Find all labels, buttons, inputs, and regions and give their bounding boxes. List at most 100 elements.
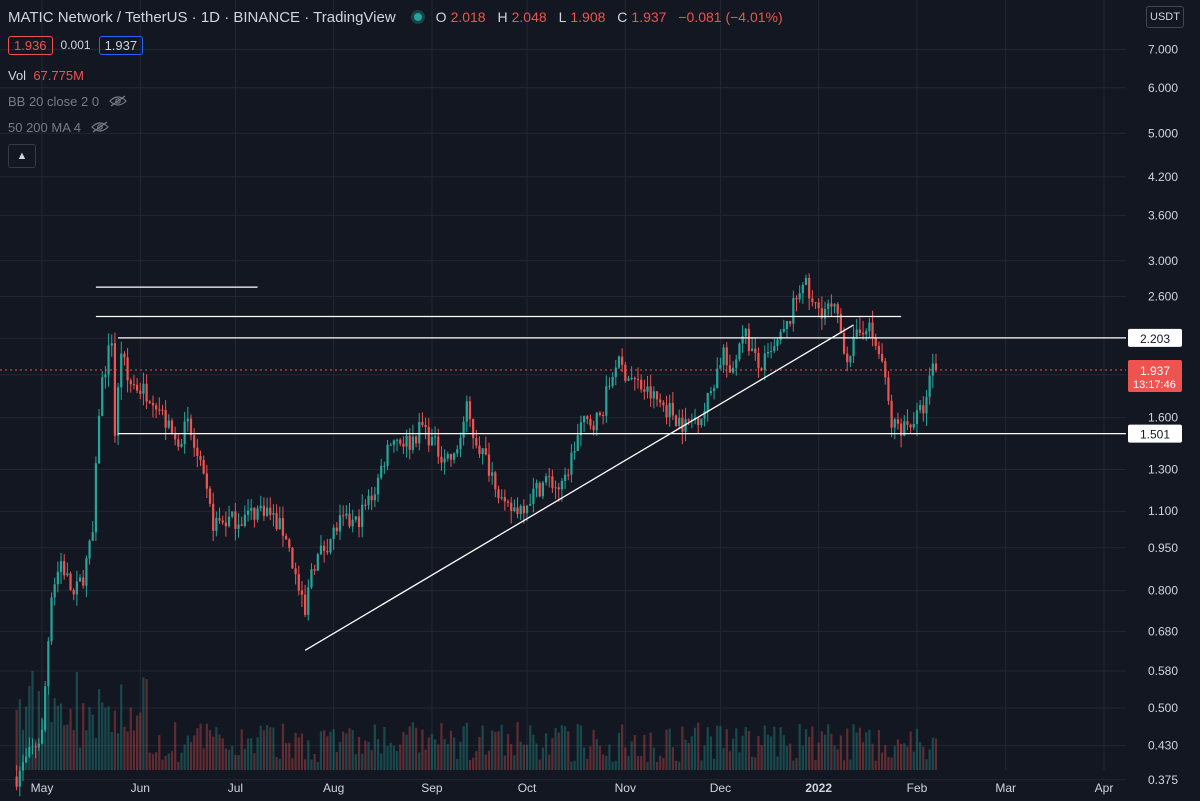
candle-body	[849, 356, 852, 363]
last-price-label: 1.937	[1140, 364, 1170, 378]
volume-legend[interactable]: Vol 67.775M	[8, 67, 84, 83]
volume-bar	[174, 722, 177, 770]
symbol-title[interactable]: MATIC Network / TetherUS · 1D · BINANCE …	[8, 8, 396, 26]
volume-bar	[655, 761, 659, 770]
candle-body	[335, 527, 338, 532]
candle-body	[53, 584, 56, 598]
volume-bar	[560, 725, 564, 770]
buy-price-button[interactable]: 1.937	[98, 35, 144, 55]
volume-bar	[357, 736, 361, 770]
moving-average-legend[interactable]: 50 200 MA 4	[8, 114, 787, 140]
candle-body	[760, 368, 763, 370]
bollinger-bands-legend[interactable]: BB 20 close 2 0	[8, 88, 787, 114]
candle-body	[804, 277, 808, 285]
volume-bar	[716, 725, 719, 770]
hidden-eye-icon[interactable]	[109, 95, 127, 107]
candle-body	[532, 488, 535, 504]
volume-bar	[890, 757, 893, 770]
candle-body	[497, 489, 500, 499]
volume-bar	[516, 722, 519, 770]
candle-body	[443, 458, 446, 463]
candle-body	[491, 472, 494, 476]
volume-bar	[392, 745, 395, 770]
volume-bar	[433, 739, 437, 770]
market-status-icon[interactable]	[413, 13, 422, 21]
volume-bar	[576, 723, 579, 770]
candle-body	[145, 383, 148, 402]
candle-body	[205, 473, 208, 489]
volume-bar	[697, 722, 700, 770]
candle-body	[877, 345, 881, 355]
candle-body	[294, 568, 297, 575]
volume-bar	[693, 727, 697, 770]
candle-body	[871, 322, 874, 338]
candle-body	[636, 378, 640, 380]
volume-bar	[906, 746, 909, 770]
volume-bar	[649, 732, 652, 770]
candle-body	[776, 339, 779, 347]
volume-bar	[78, 747, 82, 770]
volume-bar	[554, 727, 557, 770]
candle-body	[643, 389, 646, 392]
candle-body	[405, 435, 408, 447]
candle-body	[494, 472, 497, 490]
candle-body	[180, 444, 183, 447]
volume-bar	[459, 741, 462, 770]
volume-bar	[142, 677, 145, 770]
candle-body	[544, 476, 548, 483]
candle-body	[380, 465, 383, 478]
candle-body	[123, 353, 126, 358]
volume-bar	[557, 732, 560, 770]
symbol-row: MATIC Network / TetherUS · 1D · BINANCE …	[8, 6, 787, 28]
candle-body	[833, 304, 836, 307]
candle-body	[75, 581, 78, 595]
volume-bar	[202, 748, 205, 770]
volume-bar	[151, 754, 155, 770]
volume-bar	[757, 736, 760, 770]
hidden-eye-icon[interactable]	[91, 121, 109, 133]
volume-bar	[449, 730, 453, 770]
candle-body	[741, 336, 744, 344]
time-axis[interactable]: May Jun Jul Aug Sep Oct Nov Dec 2022 Feb Mar Apr	[31, 781, 1114, 795]
volume-bar	[386, 746, 389, 770]
volume-bar	[107, 706, 110, 770]
candle-body	[110, 343, 113, 346]
candle-body	[919, 405, 922, 411]
collapse-legend-button[interactable]: ▲	[8, 144, 36, 168]
candle-body	[383, 465, 386, 467]
volume-bar	[532, 734, 535, 770]
candle-body	[570, 452, 573, 475]
candle-body	[484, 448, 487, 455]
volume-bar	[909, 731, 912, 770]
volume-bar	[725, 729, 728, 770]
volume-bar	[839, 735, 842, 770]
candle-body	[189, 418, 193, 436]
volume-bar	[678, 761, 681, 770]
sell-price-button[interactable]: 1.936	[8, 35, 53, 55]
volume-bar	[367, 742, 370, 770]
price-axis[interactable]: 7.0006.0005.0004.2003.6003.0002.6002.200…	[1148, 42, 1178, 786]
volume-bar	[614, 760, 617, 770]
candle-body	[357, 516, 361, 527]
volume-bar	[443, 739, 446, 770]
volume-bar	[265, 725, 269, 770]
candle-body	[855, 329, 858, 337]
volume-bar	[408, 726, 411, 770]
volume-bar	[329, 731, 332, 770]
candle-body	[846, 353, 849, 363]
volume-bar	[789, 743, 792, 770]
candle-body	[78, 577, 82, 582]
candle-body	[25, 756, 28, 763]
candle-body	[925, 396, 928, 414]
currency-label[interactable]: USDT	[1146, 6, 1184, 28]
volume-bar	[586, 758, 589, 770]
volume-bar	[462, 726, 465, 770]
volume-bar	[113, 710, 117, 770]
volume-bar	[741, 735, 744, 770]
candle-body	[275, 513, 278, 530]
volume-bar	[31, 671, 34, 770]
volume-bar	[446, 744, 449, 770]
volume-bar	[665, 729, 668, 770]
candle-body	[91, 532, 94, 541]
